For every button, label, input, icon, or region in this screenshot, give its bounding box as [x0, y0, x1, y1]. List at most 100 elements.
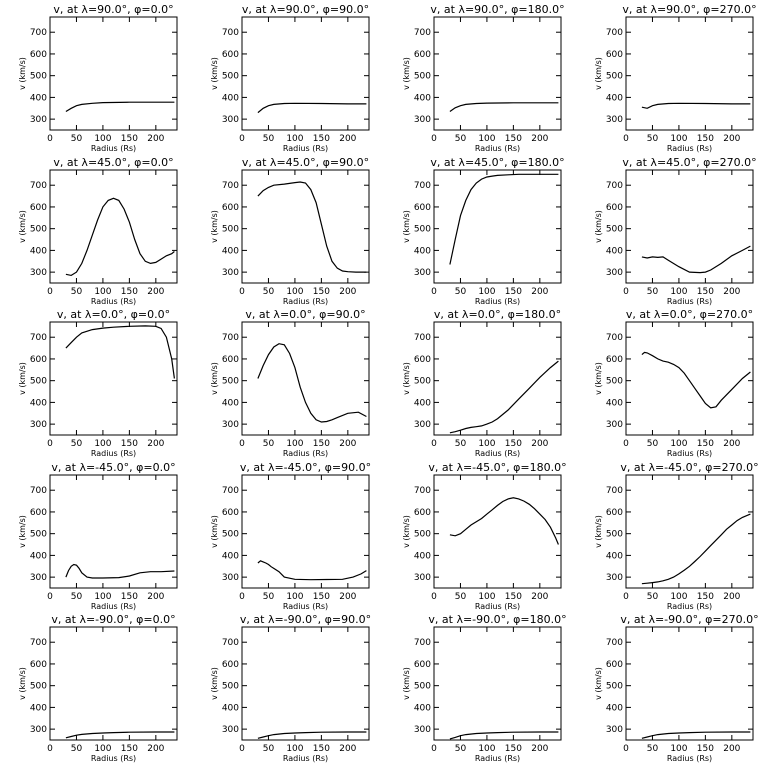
- panel-1: v, at λ=90.0°, φ=0.0° 0 50 100 150 200 300 400 5…: [18, 3, 178, 153]
- x-axis-label: Radius (Rs): [91, 144, 136, 153]
- series-line: [641, 731, 751, 739]
- y-axis-label: v (km/s): [210, 362, 219, 395]
- panel-12: v, at λ=0.0°, φ=270.0° 0 50 100 150 200 300 400…: [594, 308, 754, 458]
- y-tick-label: 600: [414, 508, 431, 518]
- panel-title: v, at λ=90.0°, φ=0.0°: [53, 3, 173, 16]
- plot-frame: [241, 169, 370, 284]
- y-tick-label: 400: [414, 703, 431, 713]
- y-tick-label: 500: [414, 225, 431, 235]
- plot-frame: [625, 626, 754, 741]
- x-axis-label: Radius (Rs): [475, 144, 520, 153]
- y-tick-label: 700: [606, 181, 623, 191]
- plot-frame: [49, 626, 178, 741]
- x-tick-label: 200: [339, 744, 356, 754]
- x-axis-label: Radius (Rs): [475, 602, 520, 611]
- panel-title: v, at λ=-45.0°, φ=270.0°: [620, 461, 758, 474]
- plot-frame: [49, 169, 178, 284]
- x-tick-label: 50: [647, 287, 659, 297]
- panel-2: v, at λ=90.0°, φ=90.0° 0 50 100 150 200 300 400…: [210, 3, 370, 153]
- y-tick-label: 400: [414, 551, 431, 561]
- y-tick-label: 700: [606, 333, 623, 343]
- y-tick-label: 400: [222, 551, 239, 561]
- y-tick-label: 500: [222, 377, 239, 387]
- x-tick-label: 0: [239, 439, 245, 449]
- x-axis-label: Radius (Rs): [667, 754, 712, 763]
- x-tick-label: 150: [121, 439, 138, 449]
- panel-title: v, at λ=45.0°, φ=90.0°: [242, 156, 369, 169]
- x-axis-label: Radius (Rs): [91, 449, 136, 458]
- series-line: [65, 325, 175, 379]
- x-tick-label: 150: [505, 592, 522, 602]
- x-tick-label: 0: [47, 744, 53, 754]
- x-tick-label: 150: [697, 592, 714, 602]
- x-tick-label: 0: [623, 439, 629, 449]
- y-tick-label: 700: [222, 28, 239, 38]
- panel-title: v, at λ=0.0°, φ=270.0°: [626, 308, 753, 321]
- x-tick-label: 50: [647, 439, 659, 449]
- x-tick-label: 0: [431, 287, 437, 297]
- x-tick-label: 200: [531, 744, 548, 754]
- x-tick-label: 50: [455, 134, 467, 144]
- y-axis-label: v (km/s): [210, 515, 219, 548]
- y-tick-label: 400: [414, 246, 431, 256]
- y-tick-label: 700: [414, 181, 431, 191]
- y-tick-label: 300: [414, 420, 431, 430]
- plot-frame: [49, 474, 178, 589]
- x-tick-label: 100: [94, 287, 111, 297]
- y-tick-label: 700: [414, 486, 431, 496]
- x-axis-label: Radius (Rs): [667, 449, 712, 458]
- x-axis-label: Radius (Rs): [475, 297, 520, 306]
- panel-13: v, at λ=-45.0°, φ=0.0° 0 50 100 150 200 300 400…: [18, 461, 178, 611]
- x-tick-label: 50: [455, 287, 467, 297]
- plot-frame: [625, 169, 754, 284]
- panel-title: v, at λ=-90.0°, φ=90.0°: [240, 613, 371, 626]
- panel-8: v, at λ=45.0°, φ=270.0° 0 50 100 150 200 300 40…: [594, 156, 757, 306]
- y-tick-label: 300: [414, 573, 431, 583]
- y-axis-label: v (km/s): [594, 210, 603, 243]
- x-tick-label: 50: [647, 134, 659, 144]
- y-tick-label: 500: [414, 530, 431, 540]
- y-tick-label: 300: [222, 725, 239, 735]
- y-axis-label: v (km/s): [594, 515, 603, 548]
- x-tick-label: 0: [623, 744, 629, 754]
- y-axis-label: v (km/s): [210, 57, 219, 90]
- panel-20: v, at λ=-90.0°, φ=270.0° 0 50 100 150 200 300 4…: [594, 613, 759, 763]
- y-tick-label: 600: [414, 355, 431, 365]
- panel-11: v, at λ=0.0°, φ=180.0° 0 50 100 150 200 300 400…: [402, 308, 562, 458]
- series-line: [65, 563, 175, 579]
- x-tick-label: 200: [339, 287, 356, 297]
- plot-frame: [241, 321, 370, 436]
- y-tick-label: 600: [222, 203, 239, 213]
- series-line: [65, 197, 175, 277]
- y-tick-label: 300: [606, 268, 623, 278]
- y-tick-label: 500: [222, 682, 239, 692]
- plot-frame: [241, 626, 370, 741]
- y-tick-label: 500: [30, 225, 47, 235]
- x-tick-label: 0: [47, 287, 53, 297]
- y-tick-label: 400: [222, 398, 239, 408]
- plot-frame: [433, 626, 562, 741]
- series-line: [257, 181, 367, 273]
- y-axis-label: v (km/s): [402, 515, 411, 548]
- x-tick-label: 100: [286, 439, 303, 449]
- panel-17: v, at λ=-90.0°, φ=0.0° 0 50 100 150 200 300 400…: [18, 613, 178, 763]
- x-tick-label: 0: [47, 439, 53, 449]
- x-tick-label: 150: [505, 744, 522, 754]
- plot-frame: [49, 321, 178, 436]
- panel-title: v, at λ=45.0°, φ=270.0°: [622, 156, 756, 169]
- x-tick-label: 50: [263, 287, 275, 297]
- y-tick-label: 400: [30, 703, 47, 713]
- plot-frame: [49, 16, 178, 131]
- series-line: [257, 102, 367, 114]
- y-axis-label: v (km/s): [402, 362, 411, 395]
- panel-title: v, at λ=-45.0°, φ=0.0°: [51, 461, 175, 474]
- y-axis-label: v (km/s): [594, 57, 603, 90]
- x-tick-label: 100: [94, 592, 111, 602]
- x-tick-label: 200: [531, 134, 548, 144]
- x-axis-label: Radius (Rs): [667, 297, 712, 306]
- panel-10: v, at λ=0.0°, φ=90.0° 0 50 100 150 200 300 400 5…: [210, 308, 370, 458]
- x-tick-label: 0: [47, 592, 53, 602]
- plot-frame: [241, 16, 370, 131]
- y-tick-label: 300: [222, 573, 239, 583]
- x-tick-label: 150: [697, 439, 714, 449]
